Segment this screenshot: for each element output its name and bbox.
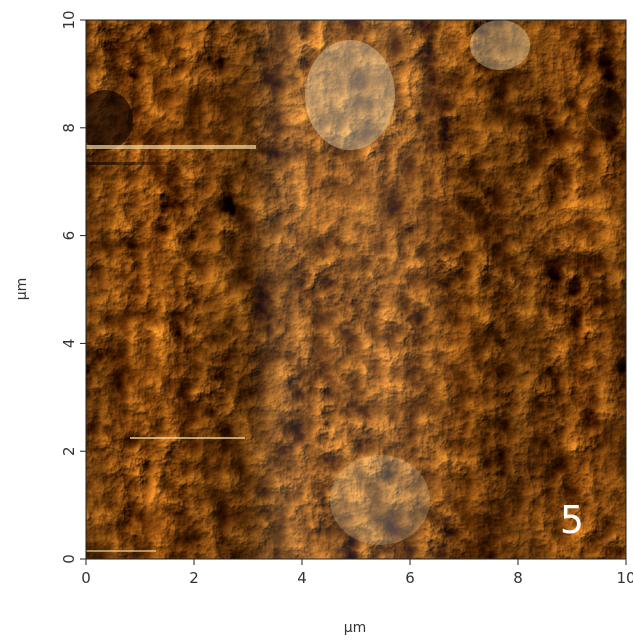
- y-tick-label: 10: [60, 10, 78, 29]
- y-tick-label: 4: [60, 339, 78, 349]
- x-tick-label: 10: [616, 569, 633, 587]
- y-tick-label: 0: [60, 554, 78, 564]
- x-tick-label: 6: [405, 569, 415, 587]
- panel-label: 5: [560, 498, 584, 542]
- x-tick-label: 0: [81, 569, 91, 587]
- x-tick-label: 8: [513, 569, 523, 587]
- y-axis-label: µm: [14, 278, 30, 301]
- x-axis-ticks: 0 2 4 6 8 10: [81, 559, 633, 587]
- y-tick-label: 2: [60, 446, 78, 456]
- x-axis-label: µm: [344, 620, 367, 636]
- y-tick-label: 6: [60, 231, 78, 241]
- y-tick-label: 8: [60, 123, 78, 133]
- plot-frame: [85, 19, 627, 560]
- afm-height-image: [86, 20, 626, 559]
- x-tick-label: 2: [189, 569, 199, 587]
- y-axis-ticks: 0 2 4 6 8 10: [60, 10, 86, 564]
- x-tick-label: 4: [297, 569, 307, 587]
